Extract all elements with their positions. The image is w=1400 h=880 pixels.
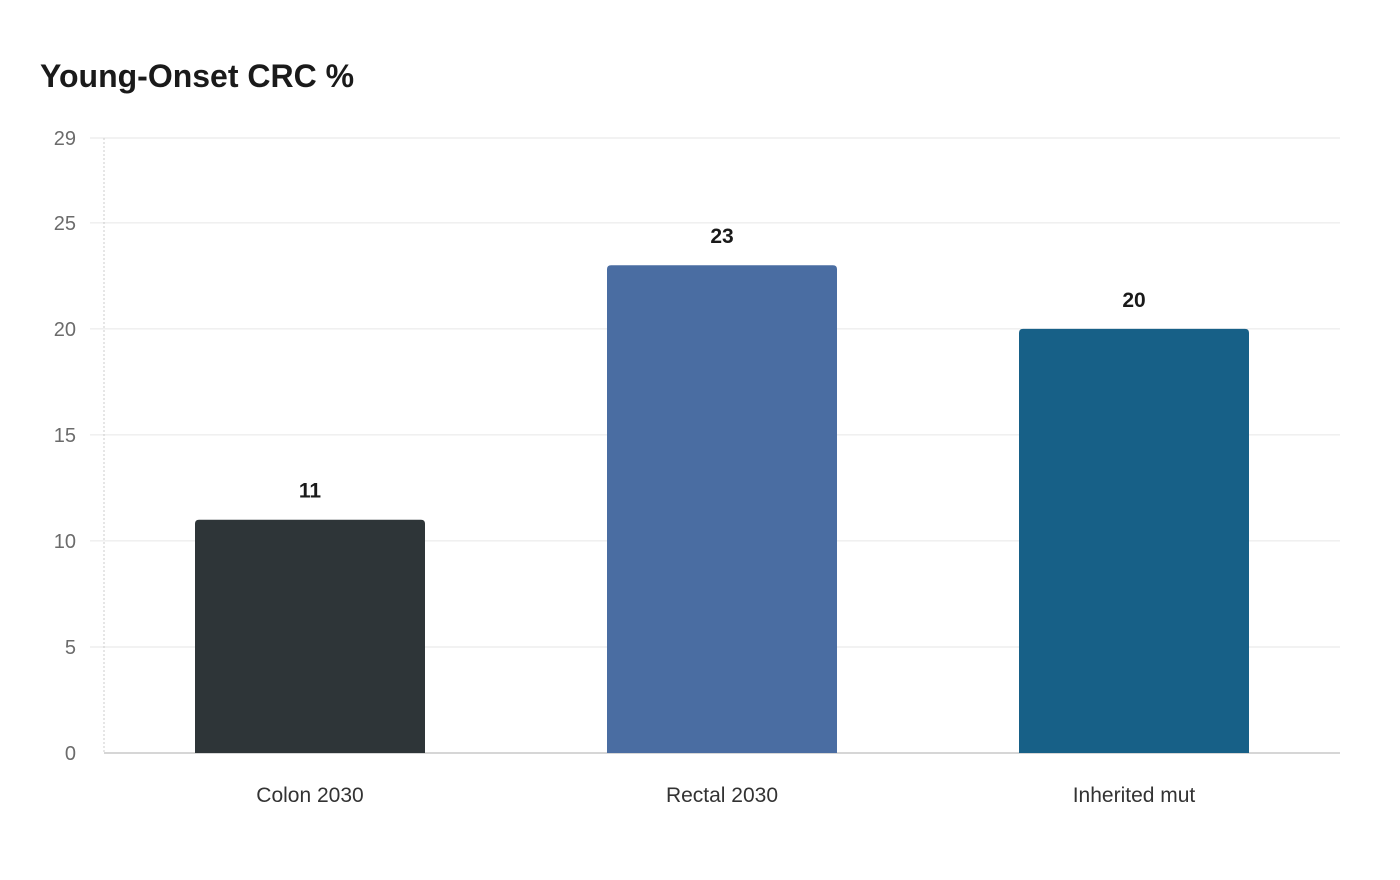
- bar: [1019, 328, 1249, 753]
- bars: [195, 265, 1249, 753]
- y-tick-label: 0: [65, 743, 76, 765]
- y-tick-label: 15: [54, 425, 76, 447]
- y-tick-label: 25: [54, 213, 76, 235]
- value-label: 20: [1122, 289, 1145, 312]
- value-label: 11: [299, 480, 322, 503]
- chart-title: Young-Onset CRC %: [40, 58, 355, 94]
- bar: [195, 519, 425, 753]
- y-tick-label: 20: [54, 319, 76, 341]
- x-tick-label: Colon 2030: [256, 784, 363, 807]
- value-label: 23: [710, 225, 733, 248]
- y-tick-label: 5: [65, 637, 76, 659]
- y-tick-label: 10: [54, 531, 76, 553]
- bar: [607, 265, 837, 753]
- y-tick-label: 29: [54, 128, 76, 150]
- x-tick-label: Rectal 2030: [666, 784, 778, 807]
- x-tick-label: Inherited mut: [1073, 784, 1196, 807]
- labels: 0 5 10 15 20 25 29 11 Colon 2030 23 Rectal 2030 20 I…: [54, 128, 1196, 807]
